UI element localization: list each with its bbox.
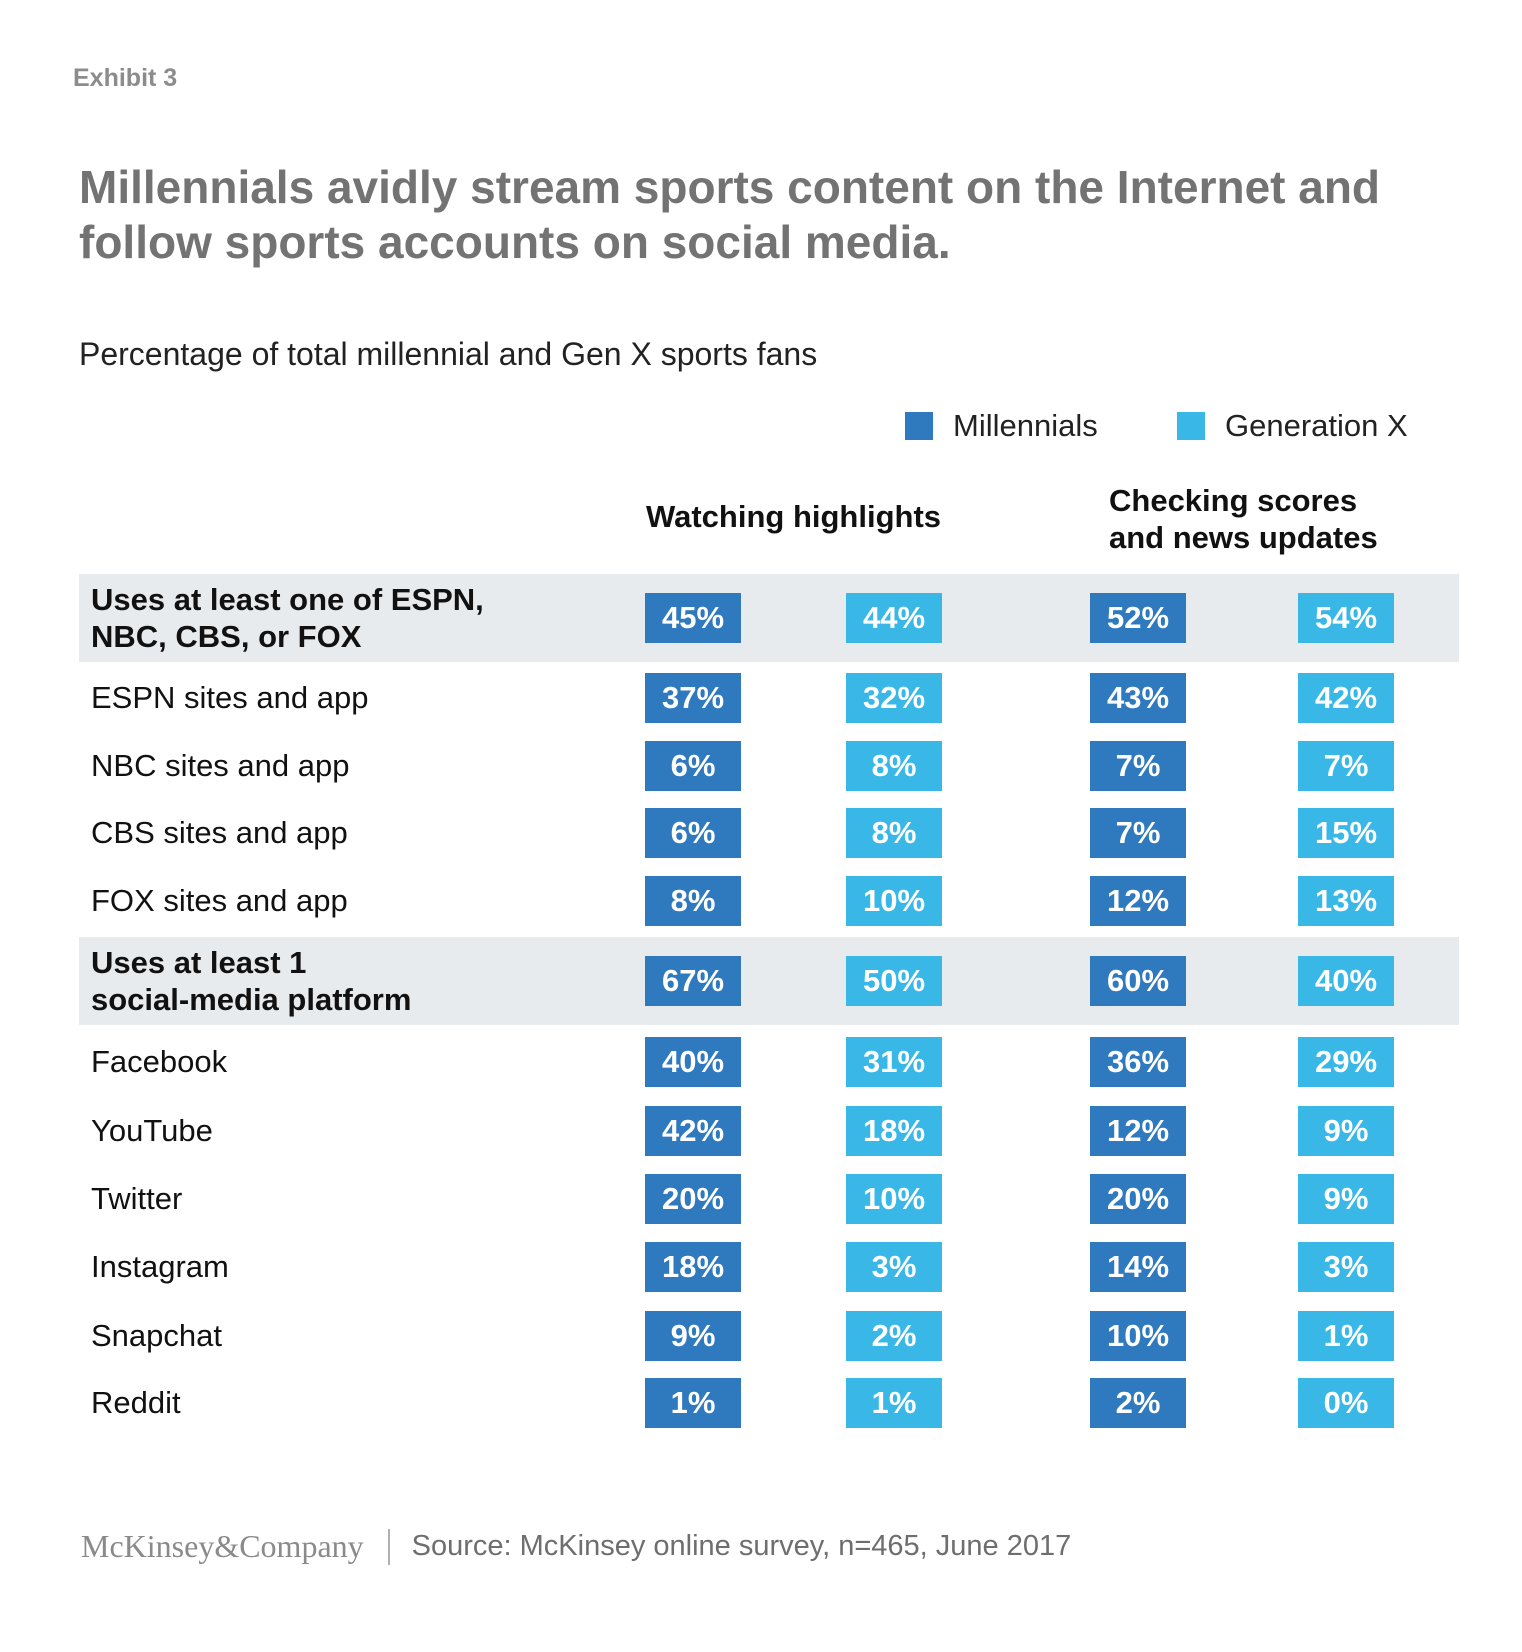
value-cell-genx: 0%	[1298, 1378, 1394, 1428]
value-cell-millennials: 60%	[1090, 956, 1186, 1006]
row-label: Uses at least 1 social-media platform	[91, 944, 411, 1018]
mckinsey-logo: McKinsey&Company	[81, 1528, 364, 1564]
value-cell-genx: 8%	[846, 808, 942, 858]
row-label: CBS sites and app	[91, 814, 348, 851]
value-cell-millennials: 67%	[645, 956, 741, 1006]
row-label-line: YouTube	[91, 1113, 213, 1148]
legend-item-millennials: Millennials	[905, 408, 1098, 444]
row-band	[79, 574, 1459, 662]
legend-swatch-millennials	[905, 412, 933, 440]
value-cell-millennials: 9%	[645, 1311, 741, 1361]
value-cell-millennials: 7%	[1090, 741, 1186, 791]
value-cell-genx: 50%	[846, 956, 942, 1006]
chart-subtitle: Percentage of total millennial and Gen X…	[79, 336, 818, 372]
row-label-line: FOX sites and app	[91, 883, 348, 918]
row-label-line: Snapchat	[91, 1318, 222, 1353]
chart-title: Millennials avidly stream sports content…	[79, 161, 1381, 268]
exhibit-label: Exhibit 3	[73, 64, 178, 92]
value-cell-millennials: 2%	[1090, 1378, 1186, 1428]
value-cell-genx: 29%	[1298, 1037, 1394, 1087]
value-cell-millennials: 36%	[1090, 1037, 1186, 1087]
row-band	[79, 937, 1459, 1025]
value-cell-genx: 54%	[1298, 593, 1394, 643]
value-cell-genx: 44%	[846, 593, 942, 643]
legend-label-genx: Generation X	[1225, 408, 1408, 443]
row-label: YouTube	[91, 1112, 213, 1149]
footer: McKinsey&Company Source: McKinsey online…	[81, 1528, 1071, 1565]
value-cell-genx: 31%	[846, 1037, 942, 1087]
row-label: NBC sites and app	[91, 747, 349, 784]
value-cell-millennials: 20%	[645, 1174, 741, 1224]
value-cell-millennials: 18%	[645, 1242, 741, 1292]
value-cell-millennials: 43%	[1090, 673, 1186, 723]
column-group-watching-highlights: Watching highlights	[646, 498, 941, 535]
value-cell-genx: 8%	[846, 741, 942, 791]
value-cell-genx: 1%	[846, 1378, 942, 1428]
column-group-checking-scores: Checking scores and news updates	[1109, 482, 1378, 556]
value-cell-millennials: 1%	[645, 1378, 741, 1428]
row-label-line: social-media platform	[91, 982, 412, 1017]
value-cell-millennials: 12%	[1090, 876, 1186, 926]
row-label: Twitter	[91, 1180, 182, 1217]
row-label: Instagram	[91, 1248, 229, 1285]
value-cell-millennials: 14%	[1090, 1242, 1186, 1292]
row-label: Reddit	[91, 1384, 181, 1421]
value-cell-millennials: 10%	[1090, 1311, 1186, 1361]
row-label-line: Uses at least 1	[91, 945, 307, 980]
value-cell-genx: 15%	[1298, 808, 1394, 858]
value-cell-millennials: 40%	[645, 1037, 741, 1087]
value-cell-genx: 1%	[1298, 1311, 1394, 1361]
value-cell-genx: 10%	[846, 1174, 942, 1224]
column-group-line: Checking scores	[1109, 483, 1358, 518]
row-label: FOX sites and app	[91, 882, 348, 919]
column-group-line: and news updates	[1109, 520, 1378, 555]
row-label: ESPN sites and app	[91, 679, 368, 716]
row-label-line: Twitter	[91, 1181, 183, 1216]
value-cell-genx: 3%	[846, 1242, 942, 1292]
row-label-line: ESPN sites and app	[91, 680, 369, 715]
value-cell-millennials: 42%	[645, 1106, 741, 1156]
value-cell-genx: 13%	[1298, 876, 1394, 926]
value-cell-millennials: 45%	[645, 593, 741, 643]
value-cell-genx: 42%	[1298, 673, 1394, 723]
row-label-line: NBC sites and app	[91, 748, 350, 783]
value-cell-millennials: 52%	[1090, 593, 1186, 643]
row-label: Snapchat	[91, 1317, 222, 1354]
value-cell-millennials: 8%	[645, 876, 741, 926]
row-label-line: NBC, CBS, or FOX	[91, 619, 362, 654]
value-cell-genx: 9%	[1298, 1174, 1394, 1224]
row-label: Uses at least one of ESPN, NBC, CBS, or F…	[91, 581, 484, 655]
value-cell-genx: 7%	[1298, 741, 1394, 791]
value-cell-millennials: 7%	[1090, 808, 1186, 858]
row-label: Facebook	[91, 1043, 227, 1080]
legend-item-genx: Generation X	[1177, 408, 1408, 444]
footer-divider	[387, 1528, 390, 1565]
row-label-line: Uses at least one of ESPN,	[91, 582, 484, 617]
row-label-line: Facebook	[91, 1044, 228, 1079]
row-label-line: Instagram	[91, 1249, 229, 1284]
source-note: Source: McKinsey online survey, n=465, J…	[411, 1530, 1072, 1562]
legend-label-millennials: Millennials	[953, 408, 1098, 443]
value-cell-genx: 3%	[1298, 1242, 1394, 1292]
value-cell-genx: 9%	[1298, 1106, 1394, 1156]
legend-swatch-genx	[1177, 412, 1205, 440]
value-cell-genx: 32%	[846, 673, 942, 723]
value-cell-millennials: 6%	[645, 741, 741, 791]
value-cell-genx: 40%	[1298, 956, 1394, 1006]
value-cell-millennials: 6%	[645, 808, 741, 858]
column-group-line: Watching highlights	[646, 499, 942, 534]
row-label-line: CBS sites and app	[91, 815, 348, 850]
value-cell-genx: 18%	[846, 1106, 942, 1156]
value-cell-genx: 10%	[846, 876, 942, 926]
value-cell-millennials: 20%	[1090, 1174, 1186, 1224]
value-cell-genx: 2%	[846, 1311, 942, 1361]
value-cell-millennials: 12%	[1090, 1106, 1186, 1156]
value-cell-millennials: 37%	[645, 673, 741, 723]
row-label-line: Reddit	[91, 1385, 181, 1420]
